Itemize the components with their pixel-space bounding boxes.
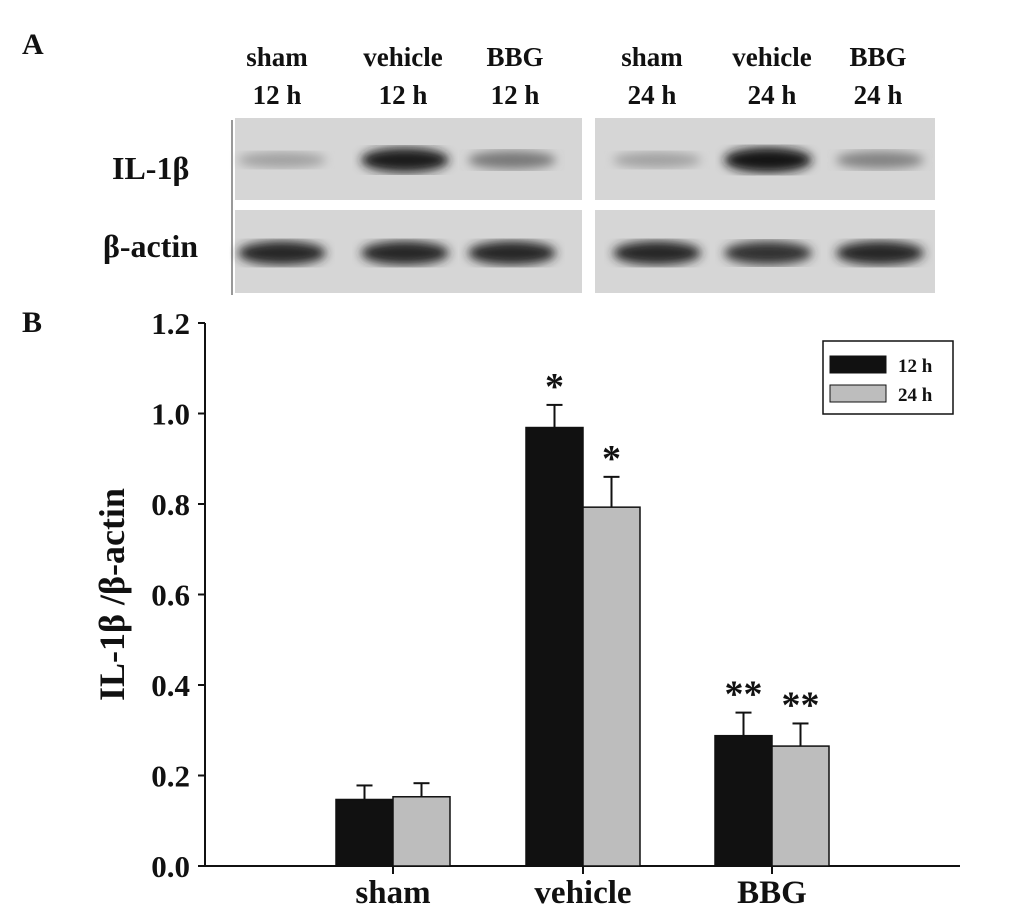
lane-time: 24 h [627,80,677,110]
lane-time: 12 h [490,80,540,110]
western-blot [231,118,935,295]
y-axis-label: IL-1β /β-actin [92,488,132,701]
legend-label: 12 h [898,356,933,377]
y-tick-label: 0.0 [151,849,190,884]
x-tick-label: sham [355,875,430,911]
bar [771,745,830,867]
bar [714,734,773,867]
protein-band [836,241,924,265]
protein-band [613,152,701,168]
y-tick-label: 0.8 [151,487,190,522]
x-tick-label: BBG [737,875,807,911]
y-tick-label: 0.6 [151,578,190,613]
legend-swatch [829,384,887,403]
lane-group: vehicle [732,42,812,72]
lane-group: sham [246,42,308,72]
lane-time: 24 h [747,80,797,110]
y-tick-label: 0.4 [151,668,190,703]
protein-band [724,241,812,265]
protein-band [613,241,701,265]
panel-a-label: A [22,28,44,61]
legend-label: 24 h [898,385,933,406]
significance-marker: * [602,438,621,480]
protein-band [836,151,924,169]
protein-band [361,241,449,265]
lane-label: sham 24 h [597,38,707,114]
lane-label: sham 12 h [222,38,332,114]
y-tick-label: 1.2 [151,306,190,341]
legend [822,340,954,415]
bar [392,796,451,867]
row-label-actin: β-actin [103,228,199,264]
lane-group: BBG [486,42,544,72]
lane-label: vehicle 12 h [348,38,458,114]
y-tick-label: 0.2 [151,759,190,794]
legend-swatch [829,355,887,374]
bar [525,426,584,867]
significance-marker: ** [725,674,763,716]
x-tick-label: vehicle [534,875,631,911]
lane-label: vehicle 24 h [717,38,827,114]
bar [582,506,641,867]
bar [335,798,394,867]
lane-group: sham [621,42,683,72]
protein-band [238,241,326,265]
protein-band [238,152,326,168]
lane-time: 12 h [252,80,302,110]
lane-group: vehicle [363,42,443,72]
lane-time: 12 h [378,80,428,110]
lane-group: BBG [849,42,907,72]
lane-label: BBG 12 h [460,38,570,114]
significance-marker: ** [782,684,820,726]
protein-band [361,147,449,173]
protein-band [468,150,556,170]
y-tick-label: 1.0 [151,397,190,432]
protein-band [724,147,812,173]
lane-time: 24 h [853,80,903,110]
significance-marker: * [545,366,564,408]
protein-band [468,241,556,265]
panel-b-label: B [22,306,43,339]
lane-label: BBG 24 h [823,38,933,114]
row-label-il1b: IL-1β [112,150,190,186]
